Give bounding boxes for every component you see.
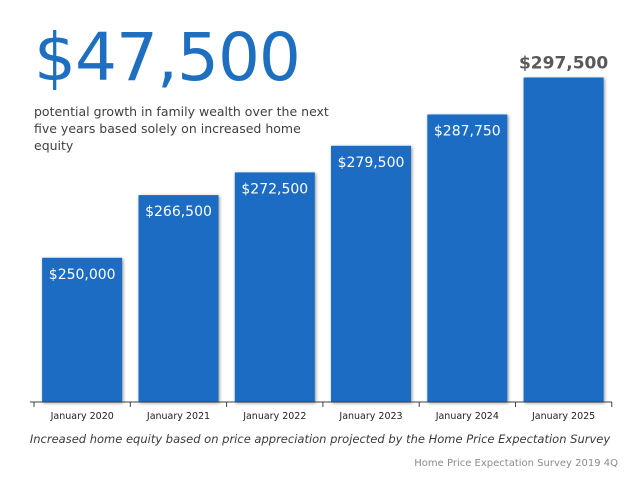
subtitle-text: potential growth in family wealth over t…: [34, 104, 329, 153]
x-tick-label-4: January 2023: [338, 411, 402, 422]
x-tick-label-6: January 2025: [531, 411, 595, 422]
bar-value-label-6: $297,500: [519, 54, 608, 74]
bar-value-label-5: $287,750: [434, 124, 501, 140]
x-tick-label-5: January 2024: [435, 411, 499, 422]
bar-value-label-3: $272,500: [241, 181, 308, 197]
labels-layer: $250,000 January 2020 $266,500 January 2021…: [49, 54, 609, 423]
bar-value-label-1: $250,000: [49, 267, 116, 283]
source-text: Home Price Expectation Survey 2019 4Q: [414, 458, 618, 469]
footnote-text: Increased home equity based on price app…: [29, 432, 611, 446]
bar-5: [427, 114, 508, 402]
bar-value-label-4: $279,500: [338, 155, 405, 171]
bars-layer: [42, 77, 604, 403]
bar-4: [331, 145, 411, 403]
x-tick-label-2: January 2021: [146, 411, 210, 422]
x-tick-label-3: January 2022: [242, 411, 306, 422]
headline-value: $47,500: [34, 19, 301, 96]
bar-6: [523, 77, 604, 402]
ticks-layer: [33, 402, 613, 407]
x-tick-label-1: January 2020: [50, 411, 114, 422]
bar-value-label-2: $266,500: [145, 204, 212, 220]
bar-2: [138, 195, 219, 402]
bar-1: [42, 257, 123, 402]
bar-3: [234, 172, 315, 402]
